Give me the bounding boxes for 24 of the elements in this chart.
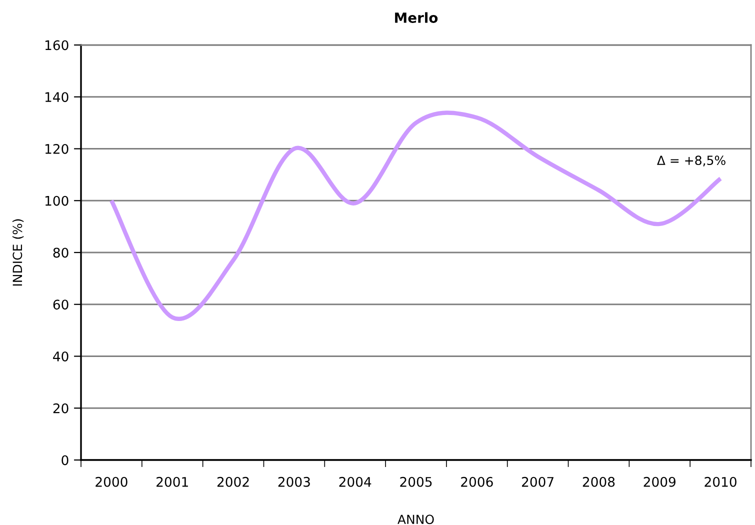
x-tick-label: 2010 <box>704 476 736 487</box>
chart-title: Merlo <box>395 12 438 23</box>
y-tick-label: 0 <box>62 455 68 466</box>
y-axis-title: INDICE (%) <box>12 219 24 286</box>
y-tick-label: 60 <box>53 300 68 310</box>
x-tick-label: 2000 <box>96 476 128 487</box>
y-tick-label: 140 <box>45 92 68 102</box>
y-tick-label: 40 <box>53 351 68 362</box>
x-tick-label: 2004 <box>339 476 372 487</box>
x-tick-label: 2005 <box>400 476 432 487</box>
y-tick-label: 80 <box>53 248 68 258</box>
y-tick-label: 100 <box>45 196 68 206</box>
x-tick-label: 2002 <box>217 476 249 487</box>
y-tick-label: 160 <box>45 40 68 50</box>
x-tick-label: 2003 <box>278 476 310 487</box>
y-tick-label: 120 <box>45 144 68 154</box>
x-tick-label: 2006 <box>461 476 493 487</box>
y-tick-label: 20 <box>53 403 68 414</box>
annotation: Δ = +8,5% <box>657 156 726 166</box>
x-axis-title: ANNO <box>398 514 434 524</box>
x-tick-label: 2001 <box>156 476 188 487</box>
x-tick-label: 2009 <box>644 476 676 487</box>
x-tick-label: 2007 <box>522 476 554 487</box>
x-tick-label: 2008 <box>582 476 615 487</box>
